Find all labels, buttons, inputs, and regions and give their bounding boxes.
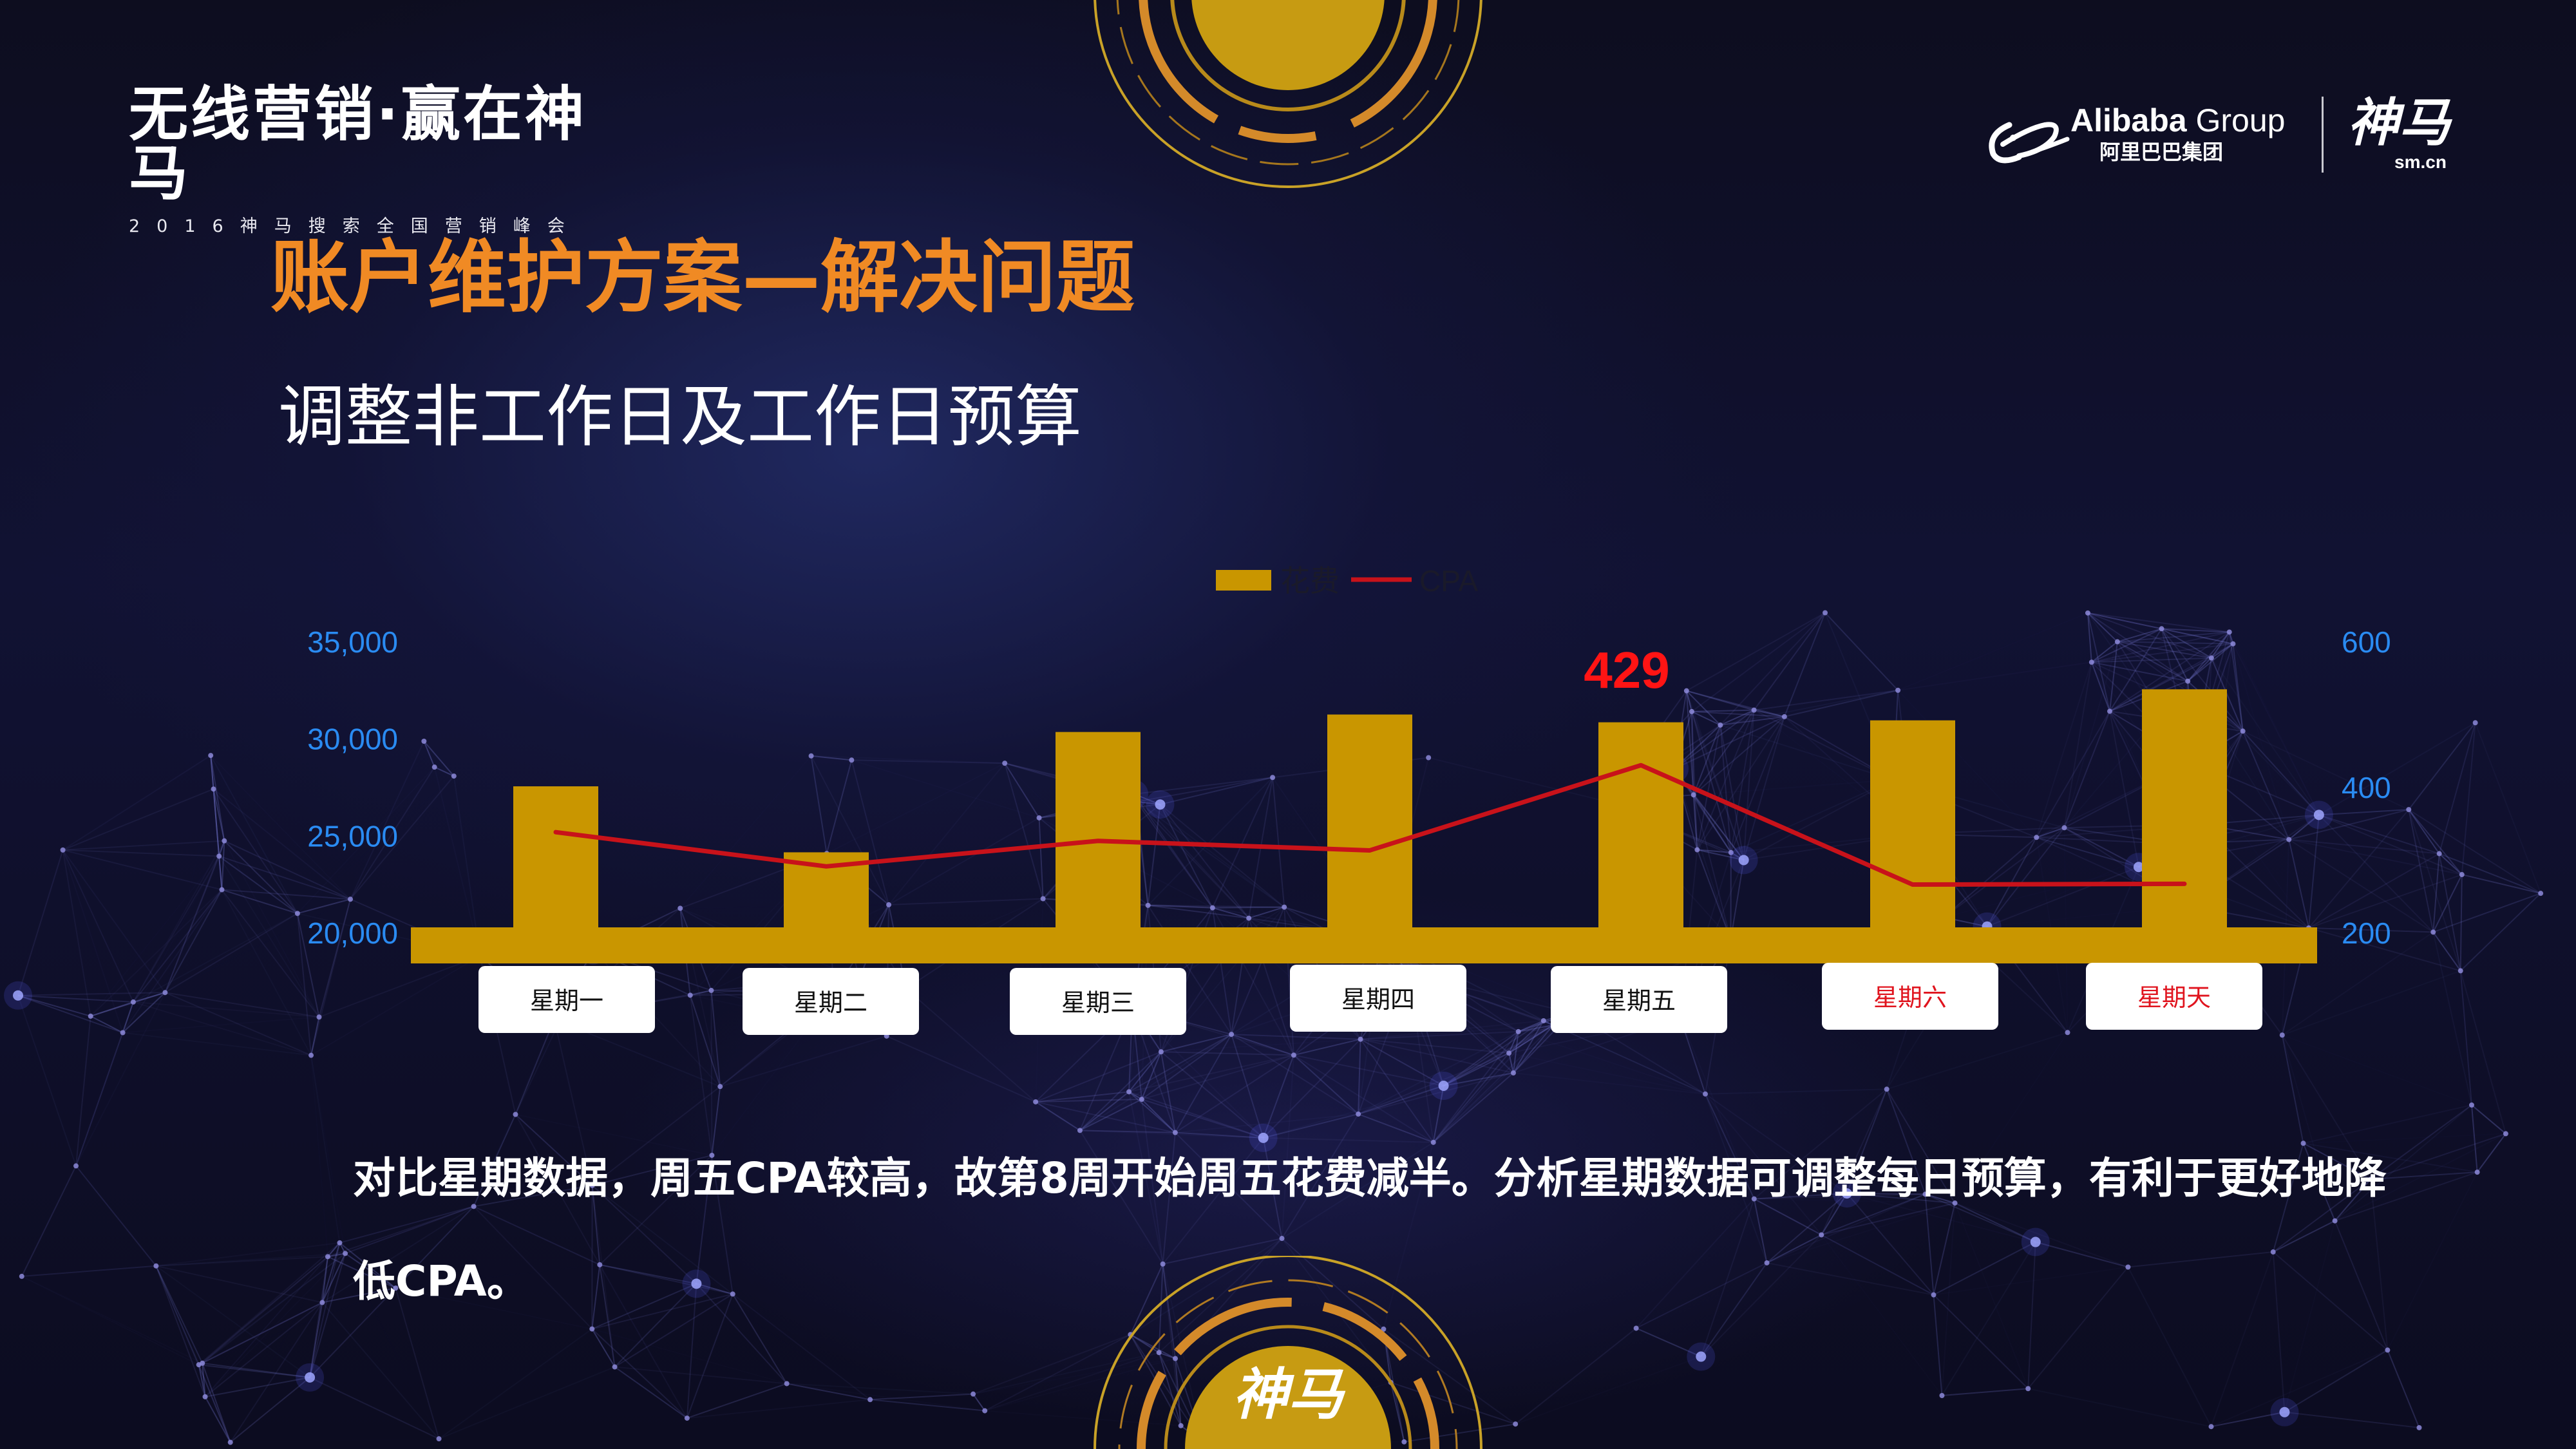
bottom-circle-emblem: 神马: [1094, 1256, 1482, 1449]
slide-subtitle: 调整非工作日及工作日预算: [278, 377, 1083, 456]
category-label: 星期一: [530, 987, 603, 1015]
cpa-point: [554, 830, 558, 835]
spend-bar: [1598, 722, 1683, 933]
left-axis-tick: 25,000: [307, 819, 398, 853]
brand-divider: [2322, 97, 2324, 173]
spend-bar: [1870, 720, 1955, 933]
bottom-logo-text: 神马: [1233, 1362, 1346, 1427]
spend-bar: [1327, 714, 1412, 933]
category-card-bg: [1290, 965, 1466, 1032]
category-card: 星期六: [1822, 963, 1998, 1030]
cpa-point: [1368, 848, 1372, 853]
cpa-point: [1911, 882, 1915, 887]
category-card: 星期三: [1010, 968, 1186, 1035]
legend-spend-swatch: [1216, 570, 1271, 591]
category-label: 星期天: [2137, 983, 2211, 1012]
category-card: 星期一: [478, 966, 655, 1033]
spend-bar: [1056, 732, 1141, 933]
cpa-point: [824, 864, 828, 869]
event-logo-title: 无线营销·赢在神马: [129, 80, 587, 208]
cpa-peak-annotation: 429: [1584, 641, 1669, 699]
category-card: 星期天: [2086, 963, 2262, 1030]
shenma-logo: 神马: [2347, 92, 2450, 153]
legend-cpa-label: CPA: [1419, 564, 1478, 598]
right-axis-tick: 600: [2342, 625, 2391, 659]
legend-spend-label: 花费: [1280, 564, 1340, 598]
chart-base-platform: [411, 927, 2317, 963]
event-logo-subtitle: 2016神马搜索全国营销峰会: [129, 216, 582, 236]
category-card-bg: [2086, 963, 2262, 1030]
left-axis-tick: 20,000: [307, 916, 398, 950]
category-card-bg: [743, 968, 919, 1035]
alibaba-chinese-name: 阿里巴巴集团: [2099, 140, 2224, 164]
cpa-point: [2183, 882, 2186, 886]
cpa-point: [1096, 838, 1100, 843]
chart-legend: 花费 CPA: [1216, 564, 1478, 598]
category-card-bg: [1551, 966, 1727, 1033]
brand-logos: Alibaba Group 阿里巴巴集团 神马 sm.cn: [1984, 97, 2460, 180]
left-axis-tick: 30,000: [307, 723, 398, 756]
alibaba-logo-icon: [1989, 122, 2070, 164]
category-card-bg: [1822, 963, 1998, 1030]
cpa-point: [1639, 763, 1643, 768]
category-label: 星期四: [1341, 985, 1415, 1014]
category-card: 星期四: [1290, 965, 1466, 1032]
spend-bar: [513, 786, 598, 933]
right-axis-tick: 400: [2342, 771, 2391, 804]
right-axis-tick: 200: [2342, 916, 2391, 950]
alibaba-group-name: Alibaba Group: [2070, 102, 2286, 138]
category-label: 星期二: [794, 989, 867, 1017]
left-axis-tick: 35,000: [307, 625, 398, 659]
slide-title: 账户维护方案—解决问题: [270, 232, 1135, 323]
category-label: 星期六: [1873, 983, 1947, 1012]
category-card-bg: [478, 966, 655, 1033]
shenma-url: sm.cn: [2394, 152, 2447, 172]
top-circle-emblem: [1094, 0, 1482, 188]
analysis-note: 对比星期数据，周五CPA较高，故第8周开始周五花费减半。分析星期数据可调整每日预…: [353, 1153, 2387, 1306]
category-card-bg: [1010, 968, 1186, 1035]
category-card: 星期五: [1551, 966, 1727, 1033]
category-label: 星期五: [1602, 987, 1676, 1015]
category-card: 星期二: [743, 968, 919, 1035]
event-logo: 无线营销·赢在神马 2016神马搜索全国营销峰会: [129, 85, 618, 236]
category-label: 星期三: [1061, 989, 1135, 1017]
spend-bar: [2142, 689, 2227, 933]
